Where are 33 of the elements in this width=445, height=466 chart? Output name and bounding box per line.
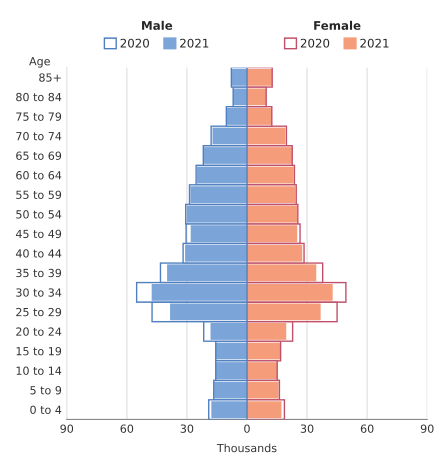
y-tick-label: 0 to 4 (30, 406, 62, 414)
y-tick-label: 80 to 84 (16, 92, 62, 102)
x-tick-label: 30 (300, 424, 314, 433)
y-axis-title: Age (29, 57, 50, 68)
y-tick-label: 85+ (39, 73, 61, 82)
y-tick-label: 55 to 59 (16, 190, 62, 199)
x-tick-label: 90 (60, 424, 74, 433)
legend-label: 2021 (180, 38, 208, 48)
legend-title: Female (314, 20, 360, 30)
y-tick-label: 20 to 24 (16, 327, 62, 336)
y-tick-label: 30 to 34 (16, 288, 62, 297)
y-tick-label: 60 to 64 (16, 171, 62, 180)
legend-label: 2020 (120, 38, 149, 48)
x-tick-label: 60 (360, 424, 374, 433)
x-tick-label: 0 (244, 424, 250, 433)
y-tick-label: 35 to 39 (16, 268, 62, 278)
y-tick-label: 65 to 69 (16, 152, 62, 160)
legend-title: Male (142, 20, 172, 30)
y-tick-label: 5 to 9 (30, 386, 62, 394)
x-tick-label: 90 (420, 424, 434, 433)
x-axis-title: Thousands (216, 444, 277, 452)
y-tick-label: 70 to 74 (16, 132, 62, 140)
y-tick-label: 25 to 29 (16, 308, 62, 316)
legend-label: 2021 (360, 38, 388, 48)
x-tick-label: 30 (180, 424, 194, 433)
y-tick-label: 40 to 44 (16, 249, 62, 258)
y-tick-label: 45 to 49 (16, 230, 62, 238)
legend-label: 2020 (300, 38, 330, 48)
y-tick-label: 50 to 54 (16, 210, 62, 219)
y-tick-label: 75 to 79 (16, 112, 62, 121)
y-tick-label: 15 to 19 (16, 346, 62, 356)
y-tick-label: 10 to 14 (16, 366, 62, 375)
x-tick-label: 60 (120, 424, 134, 433)
